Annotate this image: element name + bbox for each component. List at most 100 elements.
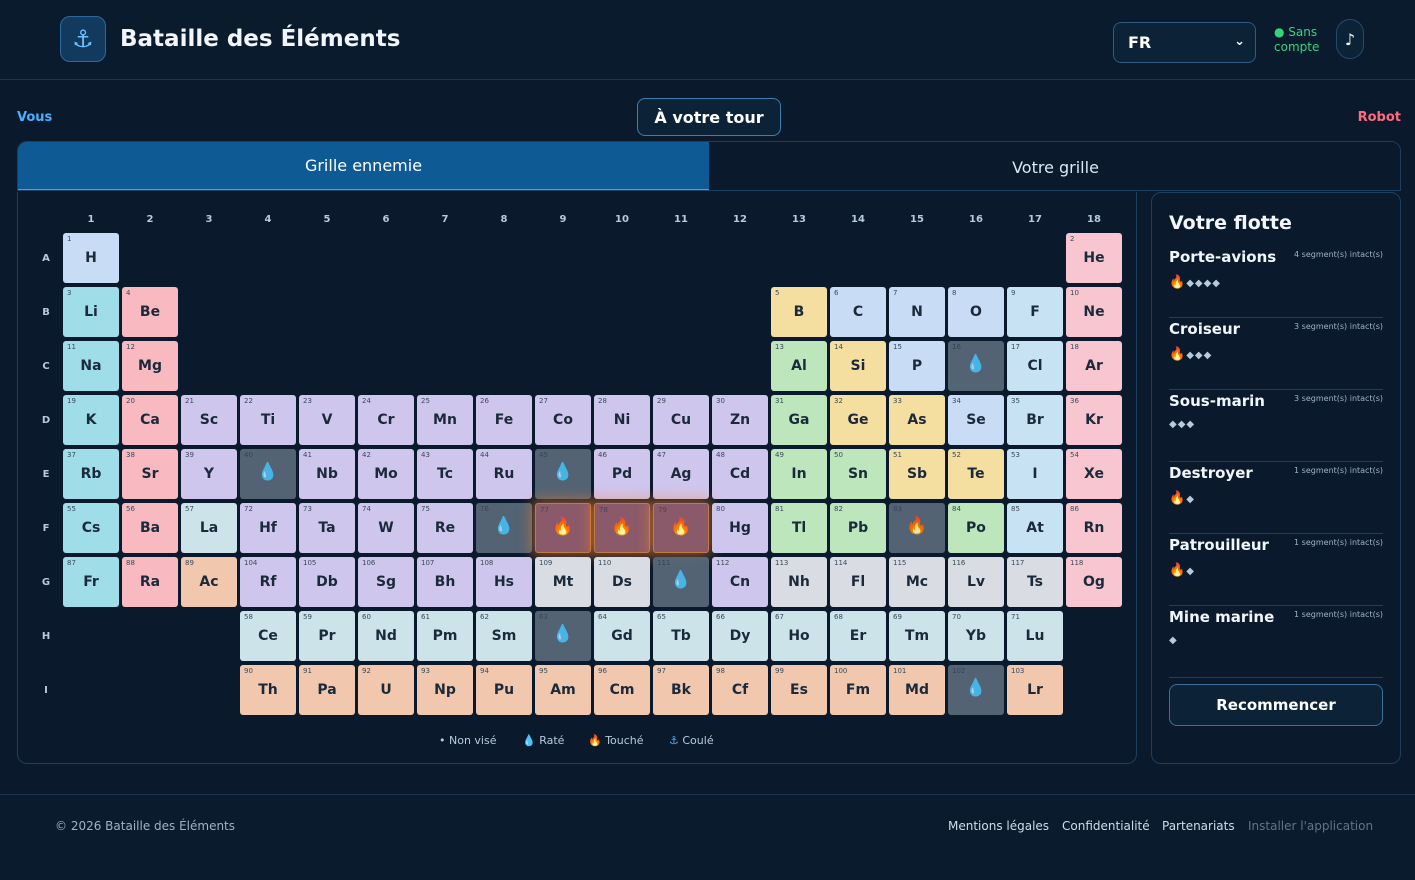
element-cell[interactable]: 58 Ce — [240, 611, 296, 661]
element-cell[interactable]: 102No💧 — [948, 665, 1004, 715]
language-select[interactable]: FR ⌄ — [1113, 22, 1256, 63]
element-cell[interactable]: 51 Sb — [889, 449, 945, 499]
element-cell[interactable]: 13 Al — [771, 341, 827, 391]
element-cell[interactable]: 21 Sc — [181, 395, 237, 445]
element-cell[interactable]: 66 Dy — [712, 611, 768, 661]
footer-link-legal[interactable]: Mentions légales — [948, 819, 1050, 833]
element-cell[interactable]: 108 Hs — [476, 557, 532, 607]
element-cell[interactable]: 35 Br — [1007, 395, 1063, 445]
element-cell[interactable]: 38 Sr — [122, 449, 178, 499]
music-note-icon[interactable]: ♪ — [1336, 19, 1364, 59]
element-cell[interactable]: 97 Bk — [653, 665, 709, 715]
element-cell[interactable]: 20 Ca — [122, 395, 178, 445]
element-cell[interactable]: 60 Nd — [358, 611, 414, 661]
footer-link-partners[interactable]: Partenariats — [1162, 819, 1235, 833]
element-cell[interactable]: 63Eu💧 — [535, 611, 591, 661]
element-cell[interactable]: 61 Pm — [417, 611, 473, 661]
tab-enemy-grid[interactable]: Grille ennemie — [18, 142, 709, 190]
element-cell[interactable]: 25 Mn — [417, 395, 473, 445]
element-cell[interactable]: 54 Xe — [1066, 449, 1122, 499]
element-cell[interactable]: 44 Ru — [476, 449, 532, 499]
element-cell[interactable]: 100 Fm — [830, 665, 886, 715]
element-cell[interactable]: 107 Bh — [417, 557, 473, 607]
element-cell[interactable]: 115 Mc — [889, 557, 945, 607]
element-cell[interactable]: 22 Ti — [240, 395, 296, 445]
element-cell[interactable]: 91 Pa — [299, 665, 355, 715]
element-cell[interactable]: 34 Se — [948, 395, 1004, 445]
element-cell[interactable]: 103 Lr — [1007, 665, 1063, 715]
element-cell[interactable]: 23 V — [299, 395, 355, 445]
element-cell[interactable]: 82 Pb — [830, 503, 886, 553]
element-cell[interactable]: 96 Cm — [594, 665, 650, 715]
element-cell[interactable]: 39 Y — [181, 449, 237, 499]
element-cell[interactable]: 10 Ne — [1066, 287, 1122, 337]
element-cell[interactable]: 92 U — [358, 665, 414, 715]
element-cell[interactable]: 118 Og — [1066, 557, 1122, 607]
element-cell[interactable]: 53 I — [1007, 449, 1063, 499]
element-cell[interactable]: 2 He — [1066, 233, 1122, 283]
element-cell[interactable]: 45Rh💧 — [535, 449, 591, 499]
element-cell[interactable]: 84 Po — [948, 503, 1004, 553]
element-cell[interactable]: 90 Th — [240, 665, 296, 715]
element-cell[interactable]: 81 Tl — [771, 503, 827, 553]
element-cell[interactable]: 65 Tb — [653, 611, 709, 661]
element-cell[interactable]: 69 Tm — [889, 611, 945, 661]
element-cell[interactable]: 28 Ni — [594, 395, 650, 445]
element-cell[interactable]: 79Au🔥 — [653, 503, 709, 553]
element-cell[interactable]: 29 Cu — [653, 395, 709, 445]
element-cell[interactable]: 33 As — [889, 395, 945, 445]
element-cell[interactable]: 67 Ho — [771, 611, 827, 661]
element-cell[interactable]: 42 Mo — [358, 449, 414, 499]
element-cell[interactable]: 94 Pu — [476, 665, 532, 715]
element-cell[interactable]: 16S💧 — [948, 341, 1004, 391]
element-cell[interactable]: 48 Cd — [712, 449, 768, 499]
element-cell[interactable]: 18 Ar — [1066, 341, 1122, 391]
element-cell[interactable]: 4 Be — [122, 287, 178, 337]
element-cell[interactable]: 55 Cs — [63, 503, 119, 553]
element-cell[interactable]: 110 Ds — [594, 557, 650, 607]
element-cell[interactable]: 37 Rb — [63, 449, 119, 499]
element-cell[interactable]: 46 Pd — [594, 449, 650, 499]
element-cell[interactable]: 43 Tc — [417, 449, 473, 499]
footer-link-privacy[interactable]: Confidentialité — [1062, 819, 1150, 833]
element-cell[interactable]: 15 P — [889, 341, 945, 391]
element-cell[interactable]: 72 Hf — [240, 503, 296, 553]
element-cell[interactable]: 89 Ac — [181, 557, 237, 607]
element-cell[interactable]: 104 Rf — [240, 557, 296, 607]
element-cell[interactable]: 101 Md — [889, 665, 945, 715]
install-app-link[interactable]: Installer l'application — [1248, 819, 1374, 833]
element-cell[interactable]: 109 Mt — [535, 557, 591, 607]
element-cell[interactable]: 14 Si — [830, 341, 886, 391]
element-cell[interactable]: 93 Np — [417, 665, 473, 715]
element-cell[interactable]: 68 Er — [830, 611, 886, 661]
element-cell[interactable]: 105 Db — [299, 557, 355, 607]
element-cell[interactable]: 106 Sg — [358, 557, 414, 607]
element-cell[interactable]: 27 Co — [535, 395, 591, 445]
anchor-icon[interactable]: ⚓ — [60, 16, 106, 62]
element-cell[interactable]: 83Bi🔥 — [889, 503, 945, 553]
tab-own-grid[interactable]: Votre grille — [709, 142, 1400, 190]
element-cell[interactable]: 11 Na — [63, 341, 119, 391]
element-cell[interactable]: 32 Ge — [830, 395, 886, 445]
element-cell[interactable]: 47 Ag — [653, 449, 709, 499]
element-cell[interactable]: 31 Ga — [771, 395, 827, 445]
element-cell[interactable]: 70 Yb — [948, 611, 1004, 661]
element-cell[interactable]: 95 Am — [535, 665, 591, 715]
element-cell[interactable]: 49 In — [771, 449, 827, 499]
element-cell[interactable]: 86 Rn — [1066, 503, 1122, 553]
restart-button[interactable]: Recommencer — [1169, 684, 1383, 726]
element-cell[interactable]: 17 Cl — [1007, 341, 1063, 391]
element-cell[interactable]: 99 Es — [771, 665, 827, 715]
element-cell[interactable]: 64 Gd — [594, 611, 650, 661]
element-cell[interactable]: 117 Ts — [1007, 557, 1063, 607]
element-cell[interactable]: 52 Te — [948, 449, 1004, 499]
element-cell[interactable]: 3 Li — [63, 287, 119, 337]
element-cell[interactable]: 88 Ra — [122, 557, 178, 607]
element-cell[interactable]: 19 K — [63, 395, 119, 445]
element-cell[interactable]: 77Ir🔥 — [535, 503, 591, 553]
